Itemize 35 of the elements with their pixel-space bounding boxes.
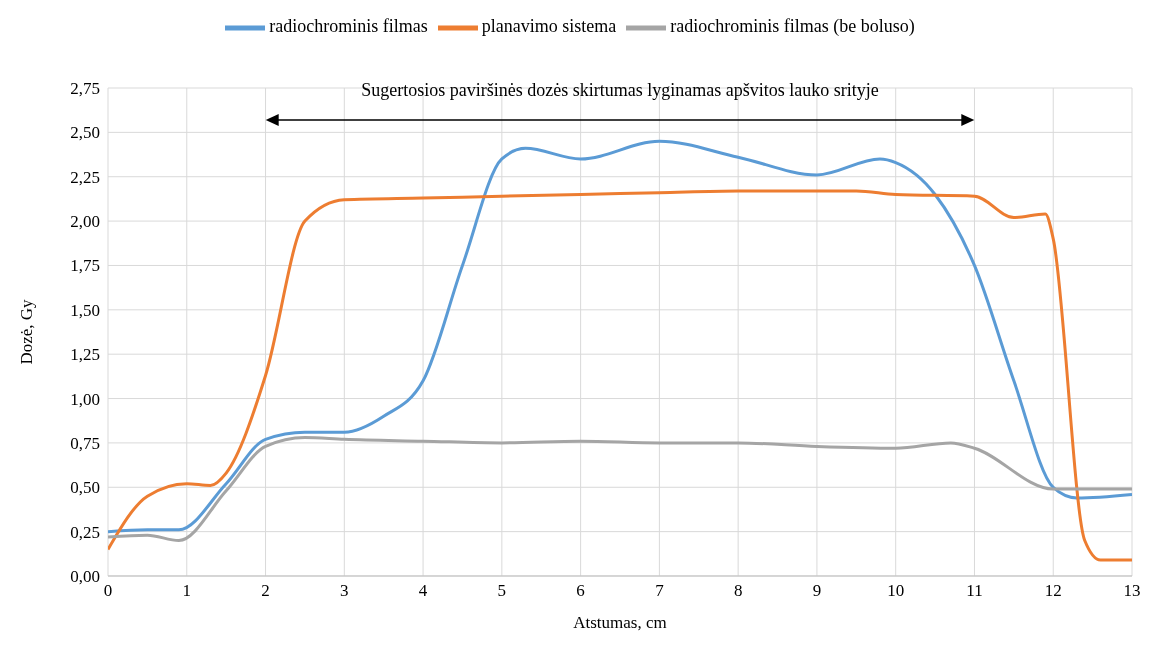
x-tick-label: 8: [733, 581, 743, 601]
y-tick-label: 1,50: [70, 300, 100, 320]
y-tick-label: 1,00: [70, 389, 100, 409]
y-tick-label: 2,00: [70, 212, 100, 232]
y-tick-label: 1,25: [70, 345, 100, 365]
y-tick-label: 2,25: [70, 167, 100, 187]
x-tick-label: 12: [1044, 581, 1062, 601]
line-series: [108, 139, 1132, 534]
y-tick-label: 0,00: [70, 567, 100, 587]
y-tick-label: 0,25: [70, 522, 100, 542]
x-tick-label: 13: [1123, 581, 1141, 601]
x-tick-label: 4: [418, 581, 428, 601]
x-axis-title: Atstumas, cm: [573, 613, 667, 632]
line-series: [108, 436, 1132, 543]
x-tick-label: 1: [182, 581, 192, 601]
legend-label: planavimo sistema: [481, 16, 617, 37]
legend-label: radiochrominis filmas: [269, 16, 428, 37]
y-tick-label: 2,50: [70, 123, 100, 143]
y-axis-title: Dozė, Gy: [17, 298, 37, 365]
x-tick-label: 6: [576, 581, 585, 601]
annotation: Sugertosios paviršinės dozės skirtumas lyginamas apšvitos lauko srityje: [360, 80, 880, 101]
x-tick-label: 0: [103, 581, 113, 601]
x-tick-label: 10: [887, 581, 905, 601]
legend-label: radiochrominis filmas (be boluso): [670, 16, 915, 37]
y-tick-label: 0,75: [70, 433, 100, 453]
x-tick-label: 7: [655, 581, 665, 601]
y-tick-label: 2,75: [70, 79, 100, 99]
x-tick-label: 5: [497, 581, 507, 601]
line-series: [108, 189, 1132, 562]
x-tick-label: 3: [340, 581, 349, 601]
x-tick-label: 11: [966, 581, 983, 601]
y-tick-label: 0,50: [70, 478, 100, 498]
x-tick-label: 2: [261, 581, 270, 601]
x-tick-label: 9: [812, 581, 822, 601]
y-tick-label: 1,75: [70, 256, 100, 276]
